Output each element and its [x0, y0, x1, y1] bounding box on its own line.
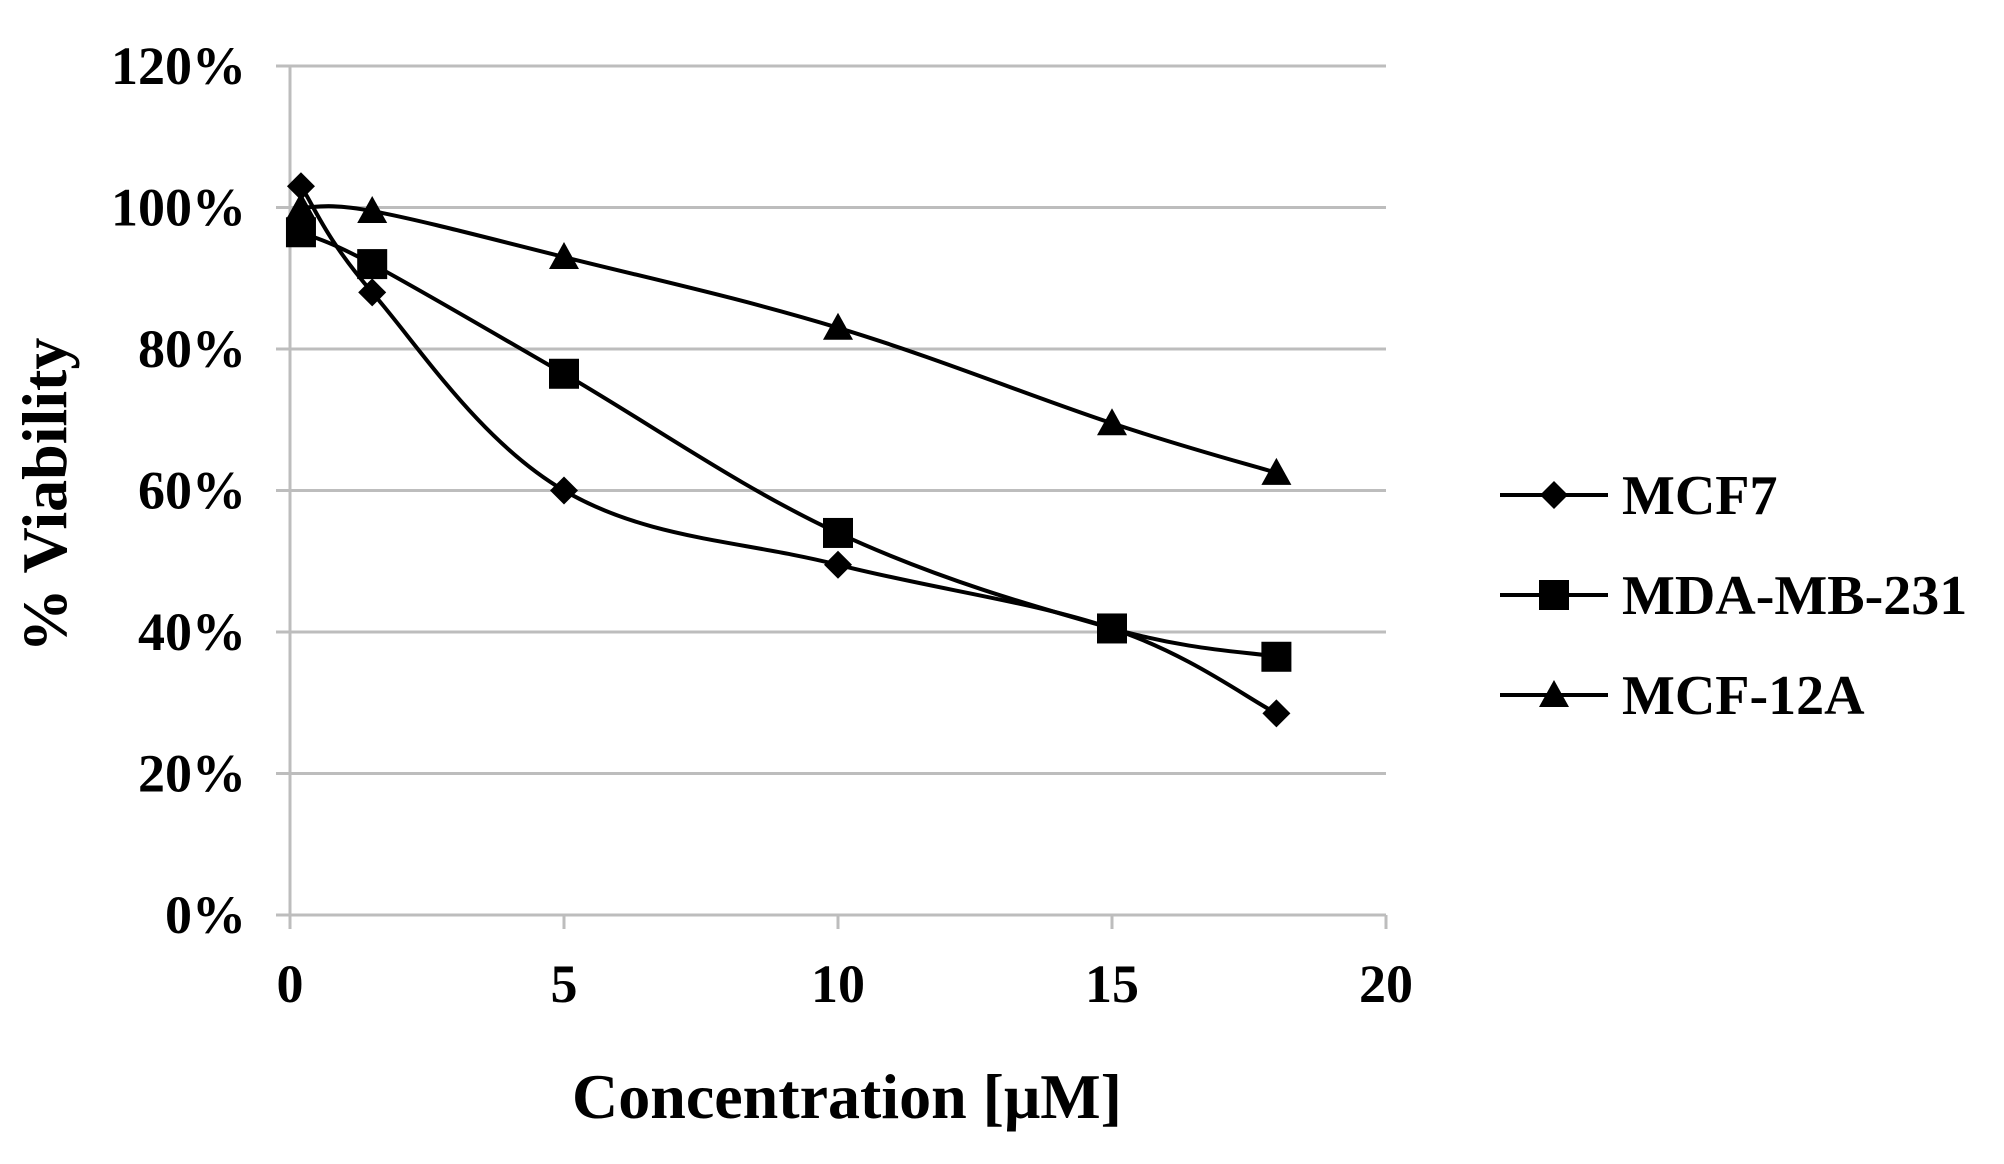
series-line	[300, 230, 1277, 659]
x-axis-title: Concentration [μM]	[572, 1061, 1122, 1132]
data-point-1.5	[357, 196, 388, 224]
data-point-15	[1097, 408, 1127, 436]
y-tick-label-0: 0%	[165, 885, 246, 945]
legend-label: MCF7	[1622, 465, 1778, 527]
series-mda-mb-231	[285, 217, 1292, 672]
series-group	[285, 172, 1292, 728]
legend-item-mda-mb-231: MDA-MB-231	[1500, 565, 1967, 627]
y-tick-label-120: 120%	[111, 36, 246, 96]
data-point-5	[549, 358, 579, 389]
legend-label: MCF-12A	[1622, 665, 1865, 727]
data-point-0.2	[285, 192, 316, 220]
legend-item-mcf-12a: MCF-12A	[1500, 665, 1865, 727]
data-point-10	[823, 517, 853, 548]
y-tick-label-80: 80%	[138, 319, 246, 379]
y-axis-title: % Viability	[9, 338, 80, 653]
y-tick-labels: 0% 20% 40% 60% 80% 100% 120%	[111, 36, 246, 945]
y-tick-label-100: 100%	[111, 178, 246, 238]
y-tick-label-20: 20%	[138, 744, 246, 804]
data-point-1.5	[357, 249, 388, 280]
y-tick-label-60: 60%	[138, 461, 246, 521]
legend-label: MDA-MB-231	[1622, 565, 1967, 627]
legend-item-mcf7: MCF7	[1500, 465, 1778, 527]
data-point-5	[549, 242, 579, 270]
y-tick-label-40: 40%	[138, 602, 246, 662]
x-tick-label-10: 10	[811, 954, 865, 1014]
data-point-0.2	[286, 172, 315, 201]
legend: MCF7 MDA-MB-231 MCF-12A	[1500, 465, 1967, 727]
x-tick-label-5: 5	[551, 954, 578, 1014]
series-mcf-12a	[285, 192, 1292, 485]
data-point-5	[550, 476, 578, 505]
data-point-10	[824, 550, 852, 579]
x-tick-label-20: 20	[1359, 954, 1413, 1014]
data-point-18	[1261, 641, 1292, 672]
data-point-15	[1097, 613, 1127, 644]
legend-marker-triangle	[1539, 680, 1569, 707]
x-tick-labels: 0 5 10 15 20	[277, 954, 1414, 1014]
x-tick-label-15: 15	[1085, 954, 1139, 1014]
gridlines	[290, 64, 1386, 775]
data-point-18	[1261, 457, 1292, 485]
data-point-0.2	[285, 217, 316, 248]
x-tick-label-0: 0	[277, 954, 304, 1014]
legend-marker-square	[1539, 580, 1569, 610]
series-mcf7	[286, 172, 1291, 728]
data-point-1.5	[358, 278, 387, 307]
legend-marker-diamond	[1540, 481, 1568, 509]
data-point-10	[823, 312, 853, 340]
axes	[276, 64, 1388, 929]
series-line	[300, 204, 1277, 475]
data-point-18	[1262, 699, 1291, 728]
